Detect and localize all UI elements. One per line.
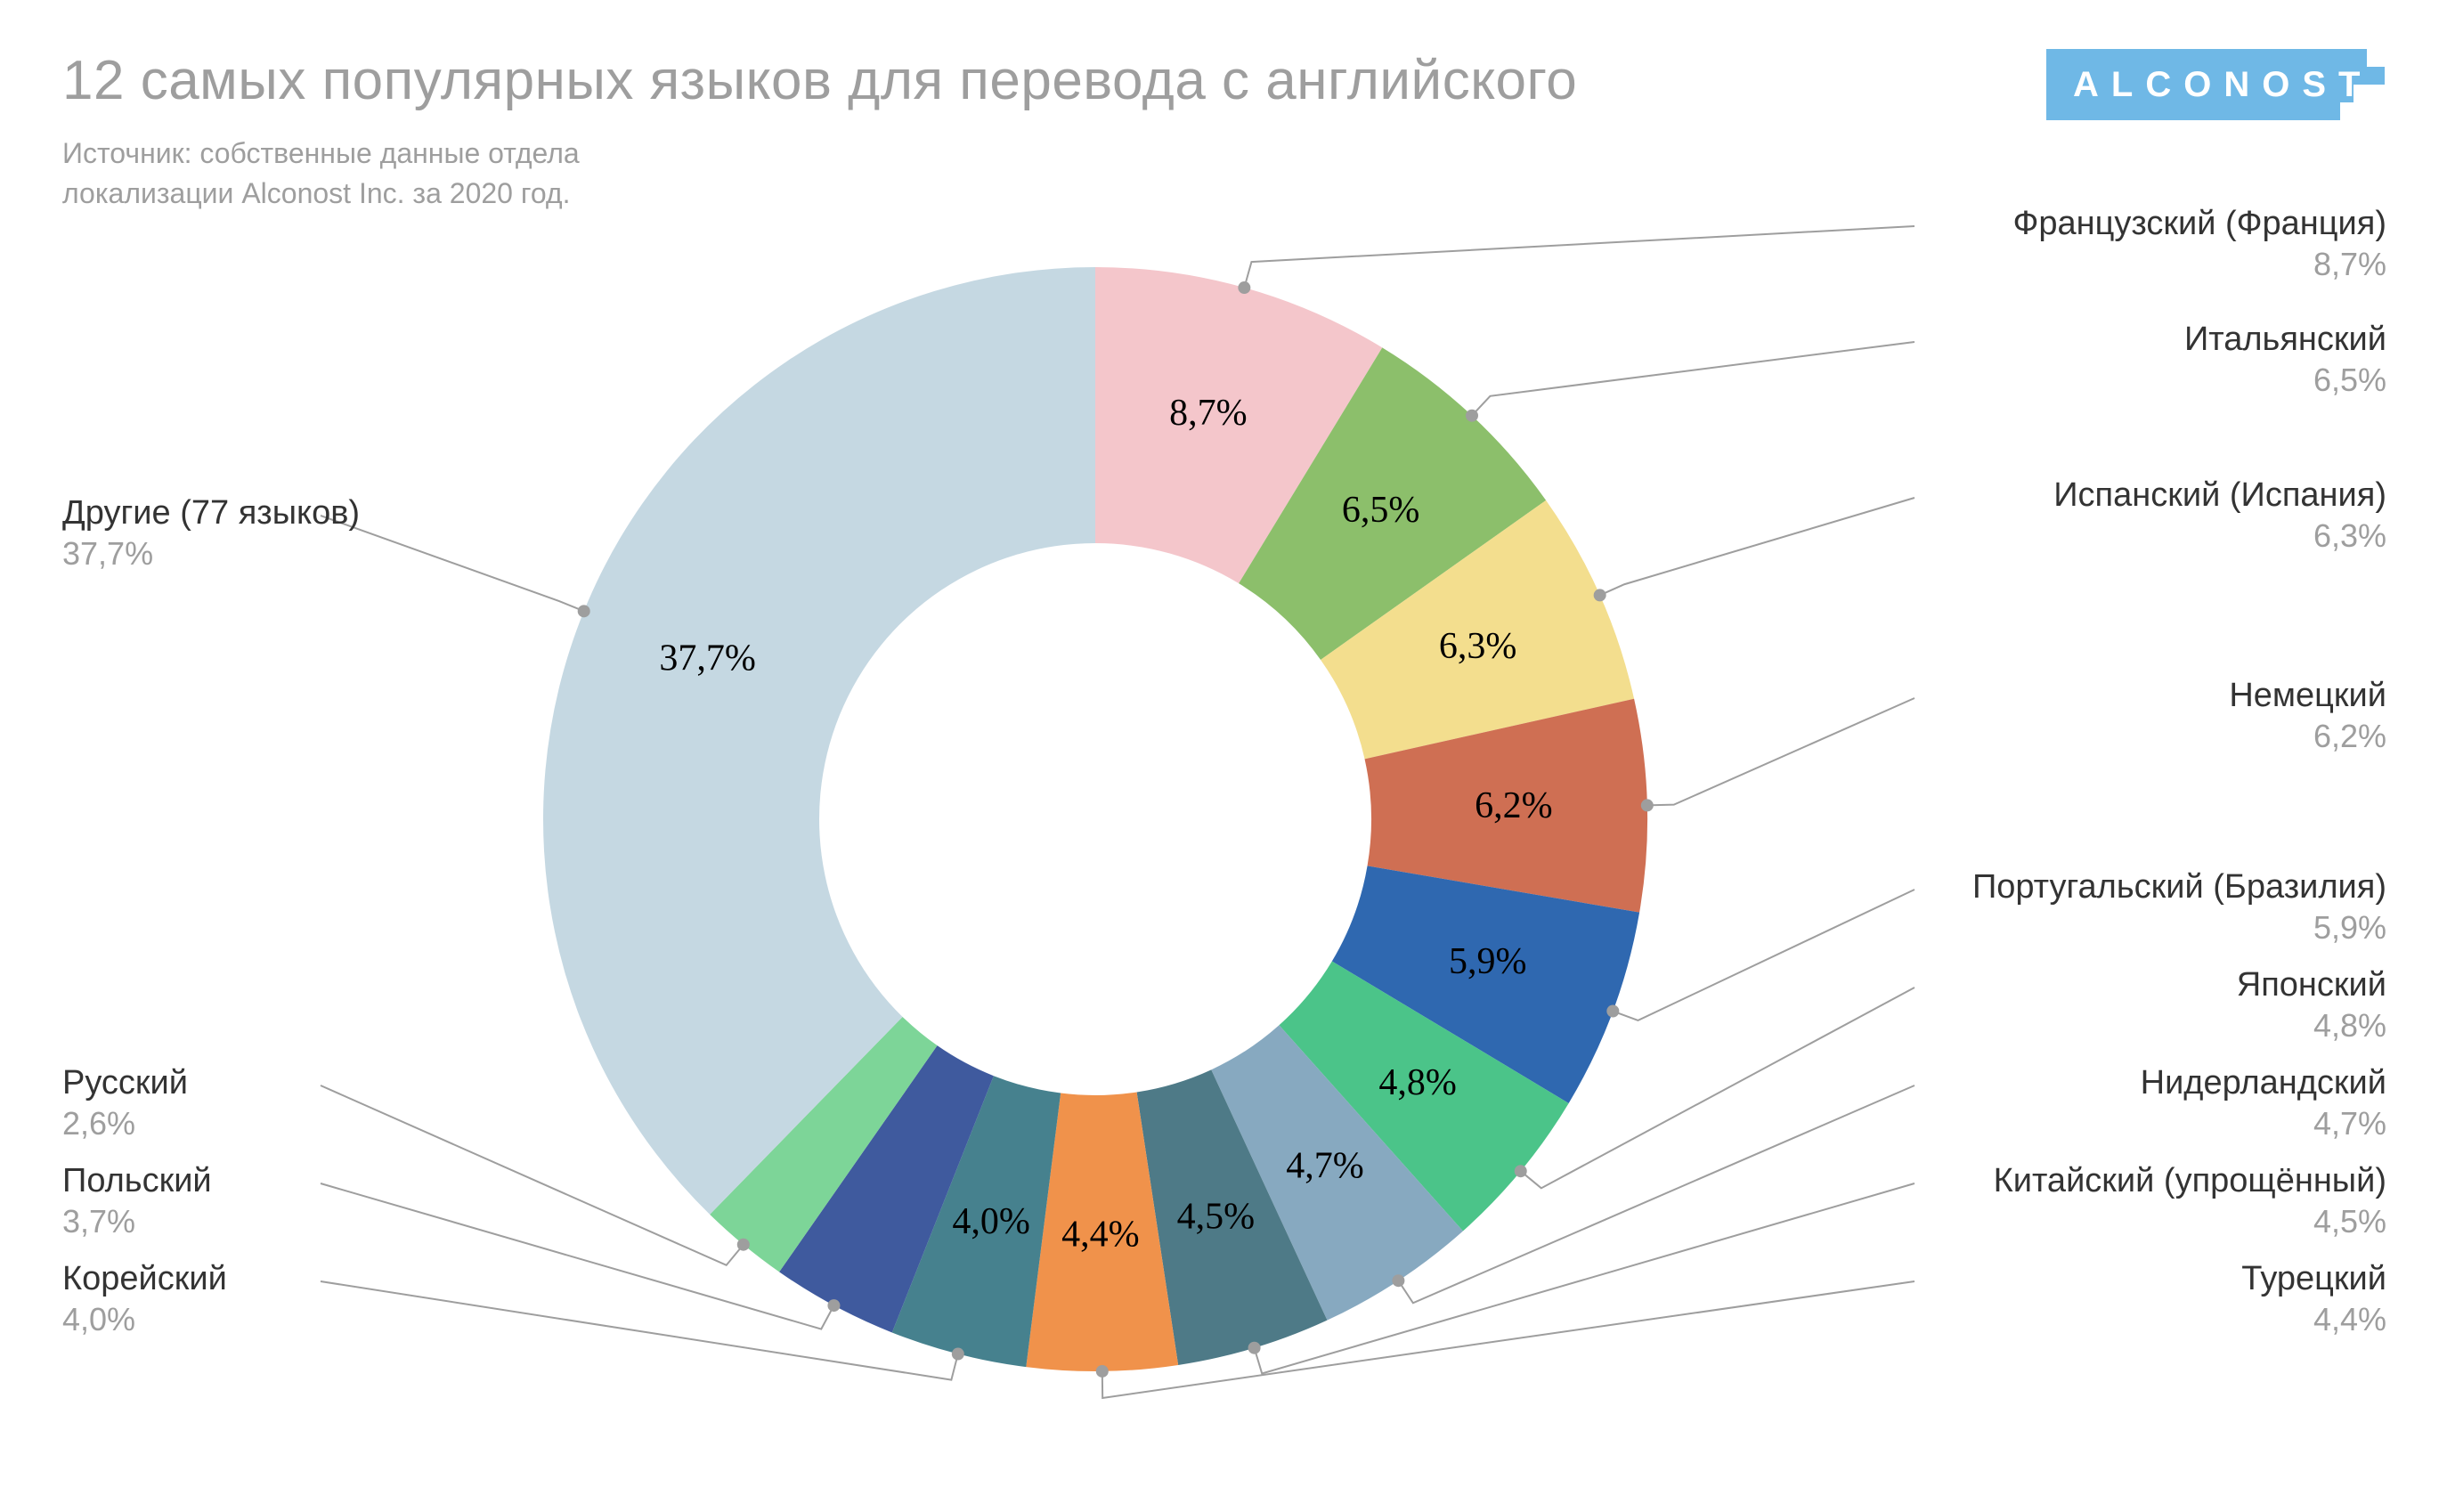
legend-pct: 5,9%	[1972, 909, 2386, 946]
leader-dot	[1466, 410, 1478, 422]
legend-pct: 4,8%	[2237, 1007, 2386, 1044]
legend-name: Русский	[62, 1064, 188, 1103]
leader-dot	[1606, 1005, 1619, 1018]
leader-line	[1647, 698, 1915, 805]
leader-dot	[1594, 589, 1606, 601]
legend-pct: 2,6%	[62, 1105, 188, 1142]
leader-dot	[737, 1239, 750, 1251]
leader-line	[1613, 890, 1915, 1020]
legend-name: Нидерландский	[2141, 1064, 2386, 1103]
legend-item: Японский4,8%	[2237, 966, 2386, 1044]
slice-pct-label: 5,9%	[1449, 941, 1527, 982]
slice-pct-label: 37,7%	[659, 638, 756, 679]
legend-item: Другие (77 языков)37,7%	[62, 494, 360, 572]
legend-name: Другие (77 языков)	[62, 494, 360, 533]
legend-name: Китайский (упрощённый)	[1994, 1162, 2386, 1201]
legend-item: Испанский (Испания)6,3%	[2053, 476, 2386, 554]
legend-pct: 6,5%	[2184, 362, 2386, 398]
slice-pct-label: 4,7%	[1286, 1145, 1364, 1186]
slice-pct-label: 4,0%	[952, 1201, 1030, 1242]
legend-pct: 6,3%	[2053, 517, 2386, 554]
leader-line	[1472, 342, 1915, 416]
leader-dot	[1392, 1274, 1404, 1287]
legend-item: Французский (Франция)8,7%	[2012, 205, 2386, 282]
legend-item: Немецкий6,2%	[2229, 677, 2386, 754]
leader-dot	[1096, 1365, 1109, 1378]
leader-line	[321, 516, 584, 611]
leader-line	[1600, 498, 1915, 595]
legend-name: Немецкий	[2229, 677, 2386, 716]
legend-pct: 37,7%	[62, 535, 360, 572]
legend-name: Итальянский	[2184, 321, 2386, 360]
legend-pct: 6,2%	[2229, 718, 2386, 754]
legend-pct: 4,7%	[2141, 1105, 2386, 1142]
legend-item: Корейский4,0%	[62, 1260, 227, 1337]
legend-item: Китайский (упрощённый)4,5%	[1994, 1162, 2386, 1240]
slice-pct-label: 4,5%	[1177, 1197, 1256, 1238]
leader-line	[1244, 226, 1915, 288]
leader-dot	[578, 605, 590, 617]
legend-name: Польский	[62, 1162, 212, 1201]
slice-pct-label: 6,2%	[1475, 785, 1553, 826]
legend-item: Итальянский6,5%	[2184, 321, 2386, 398]
legend-pct: 4,5%	[1994, 1203, 2386, 1240]
slice-pct-label: 6,5%	[1342, 490, 1420, 531]
slice-pct-label: 6,3%	[1439, 626, 1517, 667]
donut-slice	[543, 267, 1095, 1215]
leader-dot	[1248, 1342, 1261, 1354]
slice-pct-label: 4,8%	[1378, 1062, 1457, 1103]
legend-item: Нидерландский4,7%	[2141, 1064, 2386, 1142]
legend-item: Турецкий4,4%	[2241, 1260, 2386, 1337]
legend-name: Турецкий	[2241, 1260, 2386, 1299]
legend-item: Португальский (Бразилия)5,9%	[1972, 868, 2386, 946]
leader-dot	[1515, 1165, 1527, 1177]
leader-dot	[1641, 799, 1654, 811]
legend-name: Португальский (Бразилия)	[1972, 868, 2386, 907]
legend-name: Французский (Франция)	[2012, 205, 2386, 244]
legend-name: Испанский (Испания)	[2053, 476, 2386, 516]
legend-pct: 3,7%	[62, 1203, 212, 1240]
slice-pct-label: 4,4%	[1061, 1215, 1140, 1256]
leader-dot	[952, 1348, 964, 1361]
legend-pct: 8,7%	[2012, 246, 2386, 282]
legend-item: Русский2,6%	[62, 1064, 188, 1142]
leader-dot	[1238, 281, 1250, 294]
legend-name: Японский	[2237, 966, 2386, 1005]
leader-dot	[827, 1299, 840, 1312]
slice-pct-label: 8,7%	[1169, 393, 1248, 434]
legend-pct: 4,0%	[62, 1301, 227, 1337]
legend-item: Польский3,7%	[62, 1162, 212, 1240]
legend-name: Корейский	[62, 1260, 227, 1299]
legend-pct: 4,4%	[2241, 1301, 2386, 1337]
